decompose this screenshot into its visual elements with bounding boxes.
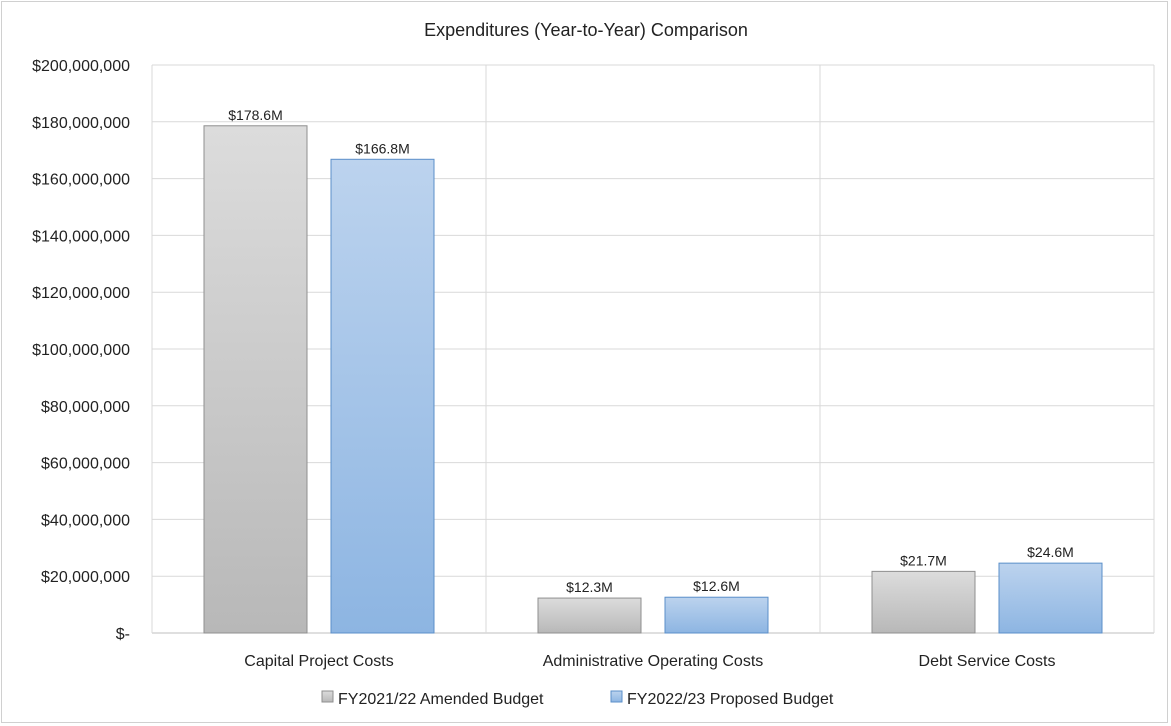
bar-series-1-1 — [537, 597, 642, 634]
y-tick-label: $80,000,000 — [41, 399, 130, 416]
y-tick-label: $200,000,000 — [32, 58, 130, 75]
bars-layer — [203, 125, 1103, 634]
bar-series-1-2 — [871, 570, 976, 634]
y-tick-label: $- — [116, 626, 130, 643]
legend-label-series-2: FY2022/23 Proposed Budget — [627, 691, 834, 708]
y-axis-tick-labels: $- $20,000,000 $40,000,000 $60,000,000 $80,0… — [32, 58, 130, 643]
data-label: $21.7M — [900, 552, 947, 568]
grid-layer — [151, 64, 1155, 634]
data-label: $178.6M — [228, 107, 282, 123]
legend-swatch-series-2 — [610, 690, 623, 703]
y-tick-label: $100,000,000 — [32, 342, 130, 359]
y-tick-label: $140,000,000 — [32, 228, 130, 245]
y-tick-label: $160,000,000 — [32, 172, 130, 189]
bar-series-2-2 — [998, 562, 1103, 634]
data-label: $166.8M — [355, 140, 409, 156]
x-tick-label: Administrative Operating Costs — [543, 653, 764, 670]
y-tick-label: $180,000,000 — [32, 115, 130, 132]
data-label: $12.3M — [566, 579, 613, 595]
chart-title: Expenditures (Year-to-Year) Comparison — [424, 20, 748, 40]
x-tick-label: Capital Project Costs — [244, 653, 393, 670]
y-tick-label: $120,000,000 — [32, 285, 130, 302]
bar-series-1-0 — [203, 125, 308, 634]
data-labels-layer: $178.6M $166.8M $12.3M $12.6M $21.7M $24.6M — [228, 107, 1074, 595]
bar-series-2-0 — [330, 158, 435, 634]
x-axis-tick-labels: Capital Project Costs Administrative Oper… — [244, 653, 1055, 670]
legend: FY2021/22 Amended Budget FY2022/23 Propo… — [321, 690, 834, 708]
legend-label-series-1: FY2021/22 Amended Budget — [338, 691, 544, 708]
legend-swatch-series-1 — [321, 690, 334, 703]
bar-series-2-1 — [664, 596, 769, 634]
data-label: $24.6M — [1027, 544, 1074, 560]
y-tick-label: $20,000,000 — [41, 569, 130, 586]
x-tick-label: Debt Service Costs — [919, 653, 1056, 670]
y-tick-label: $60,000,000 — [41, 456, 130, 473]
data-label: $12.6M — [693, 578, 740, 594]
y-tick-label: $40,000,000 — [41, 512, 130, 529]
